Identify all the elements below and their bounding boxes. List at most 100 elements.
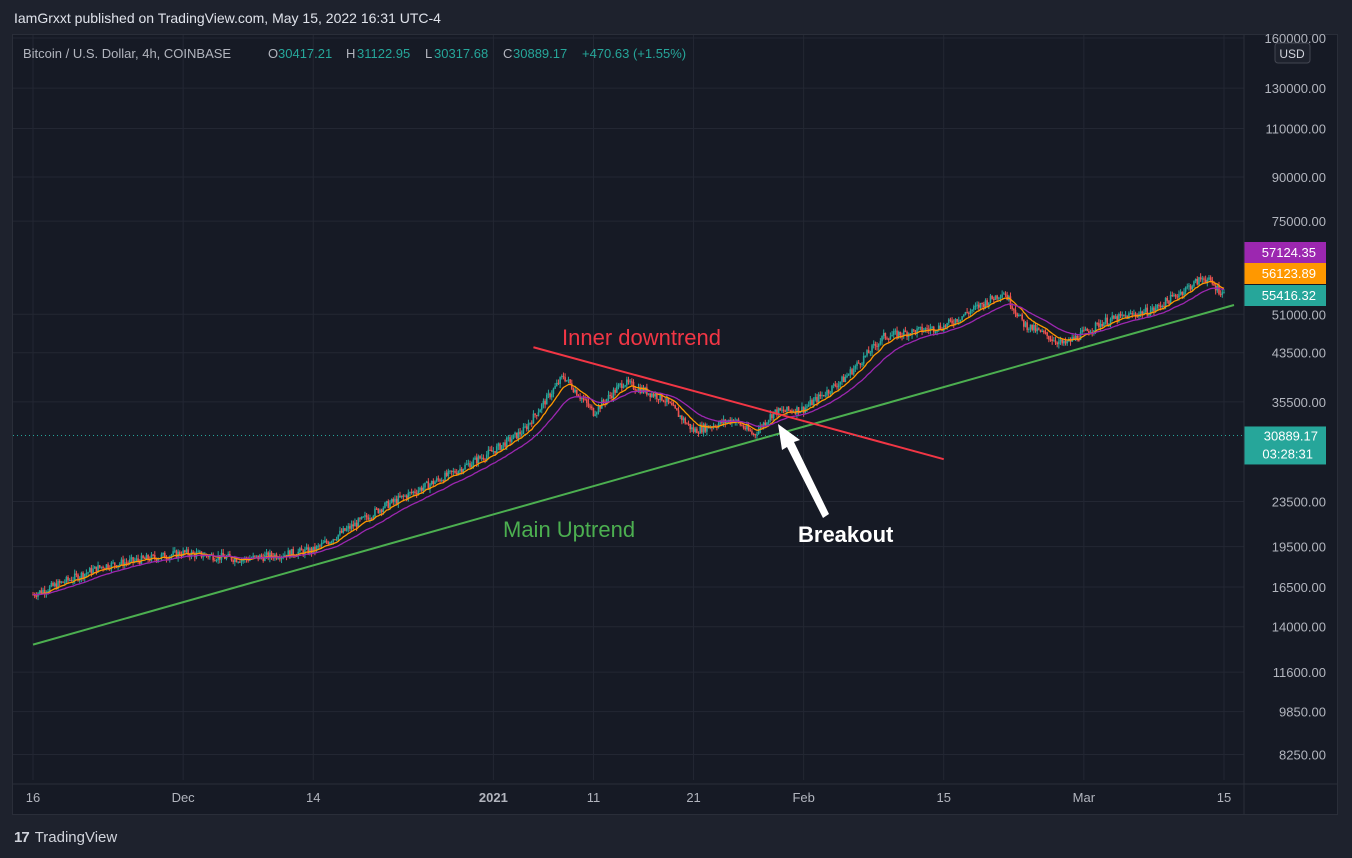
time-axis[interactable]: 16 Dec 14 2021 11 21 Feb 15 Mar 15 [26, 790, 1231, 805]
inner-downtrend-line[interactable] [533, 346, 945, 461]
candle-body [944, 325, 947, 327]
candle-body [999, 297, 1002, 299]
candle-body [354, 522, 356, 527]
candle-body [1006, 294, 1008, 300]
candle-body [340, 530, 343, 533]
candle-body [871, 345, 873, 353]
candle-body [1206, 279, 1209, 283]
candle-body [462, 469, 465, 473]
candle-body [365, 515, 368, 518]
candle-body [230, 556, 233, 561]
high-label: H [346, 46, 355, 61]
candle-body [809, 400, 812, 405]
candle-body [981, 302, 983, 304]
price-axis[interactable]: 160000.00 130000.00 110000.00 90000.00 75000… [1265, 31, 1326, 763]
candle-body [355, 522, 358, 527]
candle-body [1121, 314, 1124, 316]
candle-body [105, 564, 108, 569]
candle-body [829, 392, 832, 394]
candle-body [1044, 332, 1047, 334]
candle-body [807, 404, 810, 407]
change-value: +470.63 (+1.55%) [582, 46, 686, 61]
candle-body [979, 302, 982, 308]
candle-body [982, 303, 985, 308]
candle-body [305, 547, 308, 550]
candle-body [234, 558, 236, 563]
candle-body [417, 490, 420, 494]
candle-body [882, 332, 885, 337]
candle-body [199, 551, 201, 553]
price-tick-label: 8250.00 [1279, 748, 1326, 763]
candle-body [499, 443, 501, 450]
candle-body [769, 414, 772, 421]
candle-body [494, 451, 496, 454]
candle-body [360, 516, 363, 519]
price-tick-label: 51000.00 [1272, 307, 1326, 322]
candle-body [442, 480, 445, 482]
candle-body [1026, 322, 1028, 330]
candle-body [634, 388, 636, 391]
candle-body [1041, 330, 1043, 332]
candle-body [1104, 317, 1107, 323]
candle-body [197, 551, 199, 553]
candle-body [1123, 314, 1125, 316]
candle-body [747, 425, 750, 431]
publisher-text: IamGrxxt published on TradingView.com, M… [14, 10, 441, 26]
candle-body [535, 415, 538, 417]
candle-body [692, 427, 695, 432]
candle-body [654, 393, 656, 397]
candle-body [632, 381, 635, 389]
candles [32, 273, 1225, 601]
candle-body [552, 388, 555, 395]
candle-body [540, 404, 543, 410]
candle-body [215, 559, 218, 561]
candle-body [1183, 291, 1185, 296]
candle-body [579, 396, 581, 399]
candle-body [697, 433, 700, 435]
candle-body [163, 552, 166, 559]
candle-body [996, 295, 998, 299]
candle-body [884, 332, 887, 339]
candle-body [217, 555, 219, 560]
candle-body [854, 365, 857, 369]
candle-body [1114, 316, 1117, 319]
candle-body [902, 330, 905, 337]
candle-body [1173, 294, 1175, 296]
candle-body [392, 499, 395, 502]
price-tick-label: 130000.00 [1265, 81, 1326, 96]
candle-body [402, 495, 405, 497]
candle-body [822, 394, 825, 396]
candle-body [399, 495, 401, 498]
candle-body [1029, 324, 1032, 329]
candle-body [1051, 339, 1053, 342]
candle-body [404, 495, 406, 497]
candle-body [118, 563, 121, 566]
candle-body [384, 502, 386, 508]
candle-body [507, 437, 510, 439]
main-uptrend-line[interactable] [32, 304, 1235, 646]
candle-body [460, 468, 463, 473]
candle-body [766, 422, 768, 426]
candle-body [856, 362, 858, 366]
candle-body [1003, 293, 1005, 295]
candle-body [1119, 314, 1122, 316]
candle-body [1126, 315, 1129, 319]
candle-body [344, 528, 346, 531]
candle-body [852, 368, 855, 375]
candle-body [63, 582, 66, 584]
chart-frame[interactable] [12, 34, 1338, 815]
candle-body [157, 559, 159, 561]
currency-badge[interactable]: USD [1274, 42, 1311, 64]
candle-body [826, 390, 828, 396]
tradingview-logo[interactable]: 17 TradingView [14, 827, 117, 847]
candle-body [746, 425, 748, 430]
candle-body [1199, 277, 1202, 280]
candle-body [1204, 279, 1207, 283]
candle-body [967, 312, 970, 314]
candle-body [555, 382, 558, 387]
price-label-box [1244, 285, 1326, 306]
candle-body [974, 305, 977, 307]
candle-body [1078, 339, 1080, 341]
candle-body [534, 413, 536, 416]
